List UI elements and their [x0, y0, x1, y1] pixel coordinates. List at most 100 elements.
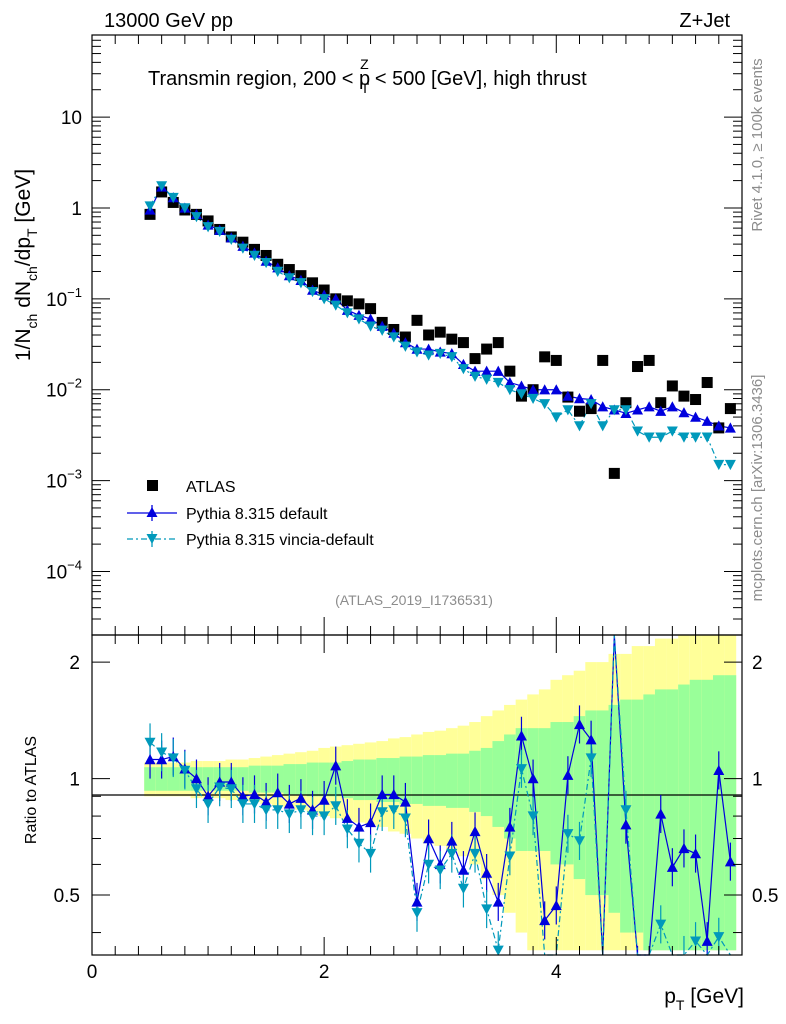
default-ratio-point — [341, 812, 353, 823]
atlas-point — [539, 351, 551, 363]
vincia-main-point — [179, 203, 191, 214]
vincia-ratio-point — [365, 848, 377, 860]
vincia-main-point — [399, 341, 411, 352]
x-tick-label: 4 — [551, 962, 562, 983]
legend: ATLAS Pythia 8.315 default Pythia 8.315 … — [127, 479, 374, 549]
default-ratio-point — [446, 835, 458, 846]
legend-label-atlas: ATLAS — [186, 479, 236, 496]
ratio-band-inner — [504, 734, 516, 839]
vincia-ratio-point — [399, 813, 411, 824]
ratio-band-inner — [422, 755, 435, 806]
vincia-main-point — [307, 286, 319, 298]
atlas-point — [597, 354, 609, 366]
vincia-ratio-point — [655, 919, 667, 930]
default-ratio-point — [330, 760, 342, 771]
ratio-band-inner — [353, 759, 365, 801]
ratio-band-inner — [724, 675, 737, 951]
atlas-point — [678, 390, 690, 402]
default-ratio-point — [388, 788, 400, 800]
atlas-point — [724, 403, 736, 415]
header-left: 13000 GeV pp — [104, 10, 233, 32]
vincia-main-point — [214, 226, 226, 238]
vincia-ratio-point — [446, 848, 458, 860]
vincia-ratio-point — [388, 805, 400, 816]
vincia-ratio-point — [144, 737, 156, 748]
atlas-point — [492, 337, 504, 349]
vincia-ratio-point — [156, 747, 168, 758]
y-tick-label-main: 10−1 — [46, 285, 82, 311]
vincia-main-point — [167, 192, 179, 204]
vincia-ratio-point — [423, 859, 435, 870]
default-ratio-point — [504, 821, 516, 832]
vincia-ratio-point — [376, 807, 388, 818]
default-main-point — [365, 313, 377, 324]
default-main-point — [678, 407, 690, 418]
vincia-main-point — [713, 459, 725, 471]
ratio-band-inner — [167, 767, 180, 791]
vincia-main-point — [481, 374, 493, 385]
ratio-band-inner — [318, 762, 330, 797]
vincia-ratio-line — [149, 634, 731, 957]
ratio-band-inner — [306, 762, 319, 797]
atlas-point — [620, 397, 632, 409]
default-main-point — [690, 411, 702, 422]
default-ratio-point — [423, 833, 435, 844]
ratio-band-inner — [538, 728, 551, 851]
default-ratio-point — [574, 718, 585, 730]
vincia-ratio-point — [330, 801, 342, 812]
atlas-point — [399, 331, 411, 343]
atlas-point — [504, 365, 516, 377]
ratio-band-inner — [144, 767, 156, 791]
vincia-main-point — [515, 389, 527, 400]
vincia-main-point — [457, 364, 469, 375]
vincia-ratio-point — [283, 809, 295, 820]
vincia-main-point — [504, 385, 516, 396]
default-main-point — [597, 401, 609, 412]
atlas-point — [307, 277, 319, 289]
default-main-point — [632, 404, 644, 415]
default-main-point — [713, 420, 725, 431]
vincia-ratio-point — [225, 784, 237, 795]
vincia-main-point — [376, 325, 388, 336]
default-ratio-point — [678, 842, 690, 854]
default-ratio-point — [376, 788, 388, 800]
vincia-ratio-point — [167, 753, 179, 764]
vincia-ratio-point — [492, 945, 504, 956]
vincia-main-point — [249, 250, 260, 261]
default-ratio-point — [550, 899, 562, 911]
default-ratio-point — [283, 798, 295, 809]
vincia-main-point — [643, 432, 655, 443]
ratio-band-inner — [666, 689, 679, 951]
atlas-point — [457, 337, 469, 349]
default-ratio-point — [515, 730, 527, 741]
y-axis-label-ratio: Ratio to ATLAS — [23, 736, 40, 844]
ratio-series-points — [144, 718, 736, 956]
vincia-main-point — [225, 234, 237, 245]
y-tick-label-main: 10−3 — [46, 467, 82, 493]
vincia-ratio-point — [620, 805, 632, 816]
main-series-points — [144, 181, 736, 479]
default-main-point — [655, 405, 667, 416]
ratio-band-inner — [283, 764, 296, 795]
rivet-label: Rivet 4.1.0, ≥ 100k events — [749, 58, 766, 231]
vincia-ratio-point — [341, 824, 353, 835]
ratio-band-inner — [631, 699, 644, 933]
y-tick-label-ratio: 1 — [69, 770, 80, 791]
default-ratio-point — [353, 821, 365, 832]
vincia-ratio-point — [260, 805, 272, 816]
ratio-band-inner — [550, 722, 563, 865]
vincia-ratio-point — [457, 883, 469, 894]
vincia-main-point — [620, 405, 632, 416]
vincia-ratio-point — [214, 782, 226, 793]
vincia-ratio-point — [713, 932, 725, 943]
atlas-point — [283, 264, 295, 276]
atlas-point — [434, 326, 446, 338]
vincia-main-point — [701, 432, 713, 443]
default-main-point — [562, 390, 574, 401]
default-ratio-point — [585, 734, 597, 745]
default-ratio-point — [620, 819, 632, 830]
default-ratio-point — [144, 754, 156, 765]
default-main-point — [574, 393, 585, 404]
vincia-main-point — [237, 243, 249, 254]
ratio-band-inner — [492, 741, 505, 827]
